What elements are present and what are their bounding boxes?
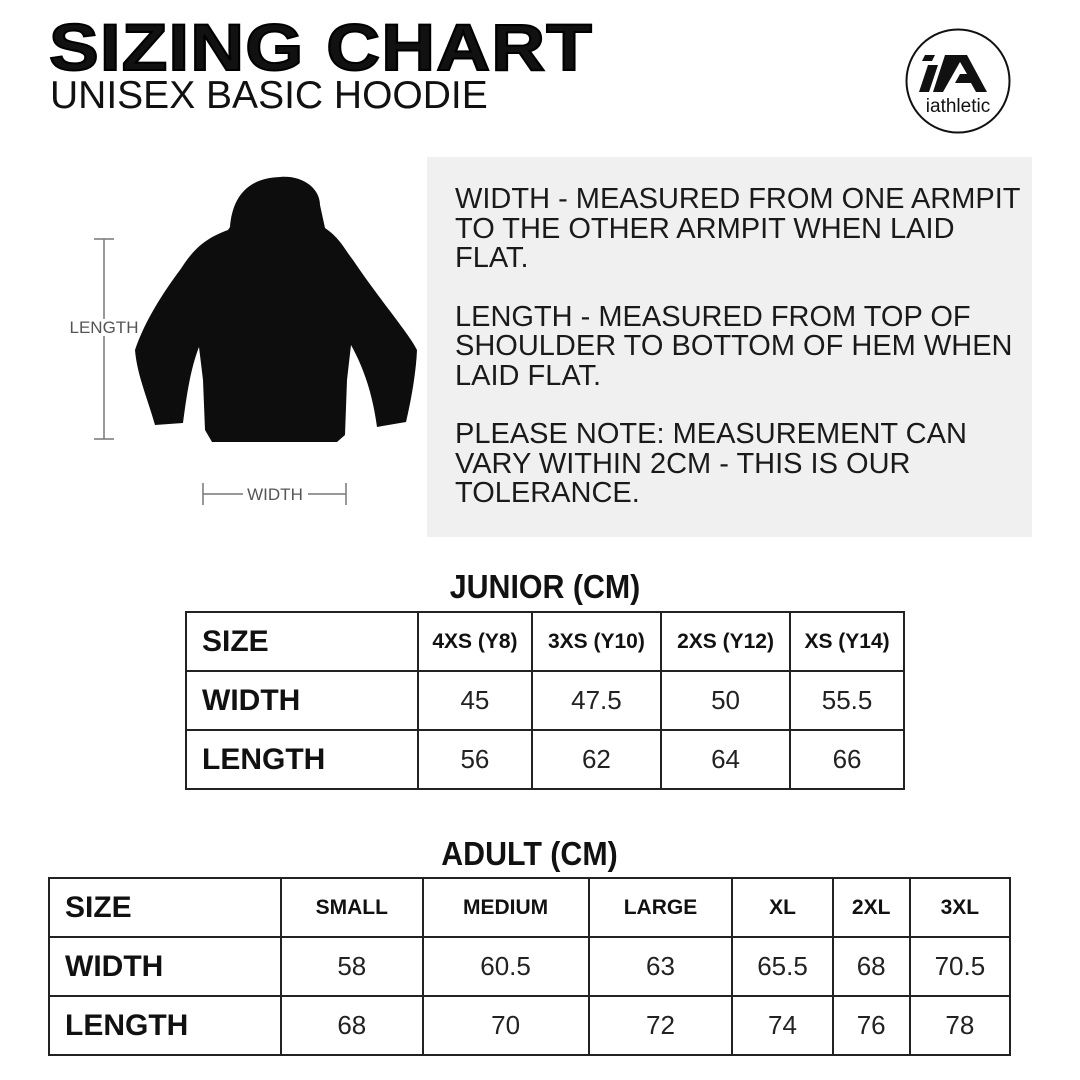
table-row: LENGTH 56 62 64 66 [185,729,905,790]
size-header-cell: LARGE [587,877,734,938]
measurement-cell: 56 [417,729,533,790]
width-description: WIDTH - MEASURED FROM ONE ARMPIT TO THE … [455,183,1020,274]
size-header-cell: MEDIUM [421,877,590,938]
measurement-cell: 63 [587,936,734,997]
size-header-cell: XL [731,877,834,938]
length-label: LENGTH [70,318,139,337]
measurement-cell: 64 [659,729,792,790]
measurement-cell: 74 [731,995,834,1056]
size-header-cell: 2XS (Y12) [659,611,792,672]
measurement-cell: 78 [908,995,1012,1056]
table-row: WIDTH 58 60.5 63 65.5 68 70.5 [48,936,1012,997]
svg-text:iathletic: iathletic [926,96,990,117]
measurement-cell: 65.5 [731,936,834,997]
adult-table-title: ADULT (CM) [441,835,618,872]
measurement-cell: 70 [421,995,590,1056]
page-title: SIZING CHART [48,10,593,84]
table-row: WIDTH 45 47.5 50 55.5 [185,670,905,731]
measurement-cell: 66 [789,729,905,790]
row-label: LENGTH [185,729,419,790]
row-label: LENGTH [48,995,282,1056]
size-header-cell: 4XS (Y8) [417,611,533,672]
measurement-cell: 76 [831,995,911,1056]
measurement-cell: 47.5 [530,670,662,731]
measurement-cell: 58 [280,936,424,997]
hoodie-illustration [135,176,417,442]
junior-table-title: JUNIOR (CM) [449,568,641,605]
measurement-cell: 70.5 [908,936,1012,997]
iathletic-logo: iathletic [905,28,1011,134]
length-description: LENGTH - MEASURED FROM TOP OF SHOULDER T… [455,300,1013,392]
measurement-cell: 68 [831,936,911,997]
measurement-cell: 50 [659,670,792,731]
width-label: WIDTH [247,485,303,504]
measurement-cell: 62 [530,729,662,790]
measurement-cell: 68 [280,995,424,1056]
table-header-row: SIZE 4XS (Y8) 3XS (Y10) 2XS (Y12) XS (Y14) [185,611,905,672]
size-header-cell: XS (Y14) [789,611,905,672]
hoodie-diagram: LENGTH WIDTH [70,176,417,505]
size-header-cell: 3XL [908,877,1012,938]
measurement-cell: 60.5 [421,936,590,997]
adult-size-table: SIZE SMALL MEDIUM LARGE XL 2XL 3XL WIDTH 58 60.5 6… [48,877,1012,1056]
size-header-cell: 3XS (Y10) [530,611,662,672]
size-header-cell: 2XL [831,877,911,938]
row-label: WIDTH [48,936,282,997]
size-header-cell: SMALL [280,877,424,938]
measurement-info-box: WIDTH - MEASURED FROM ONE ARMPIT TO THE … [427,157,1032,537]
page-subtitle: UNISEX BASIC HOODIE [50,74,488,117]
tolerance-note: PLEASE NOTE: MEASUREMENT CAN VARY WITHIN… [455,418,967,509]
row-label: SIZE [48,877,282,938]
measurement-cell: 55.5 [789,670,905,731]
measurement-cell: 45 [417,670,533,731]
table-row: LENGTH 68 70 72 74 76 78 [48,995,1012,1056]
row-label: WIDTH [185,670,419,731]
measurement-cell: 72 [587,995,734,1056]
junior-size-table: SIZE 4XS (Y8) 3XS (Y10) 2XS (Y12) XS (Y14) WI… [185,611,905,790]
table-header-row: SIZE SMALL MEDIUM LARGE XL 2XL 3XL [48,877,1012,938]
row-label: SIZE [185,611,419,672]
